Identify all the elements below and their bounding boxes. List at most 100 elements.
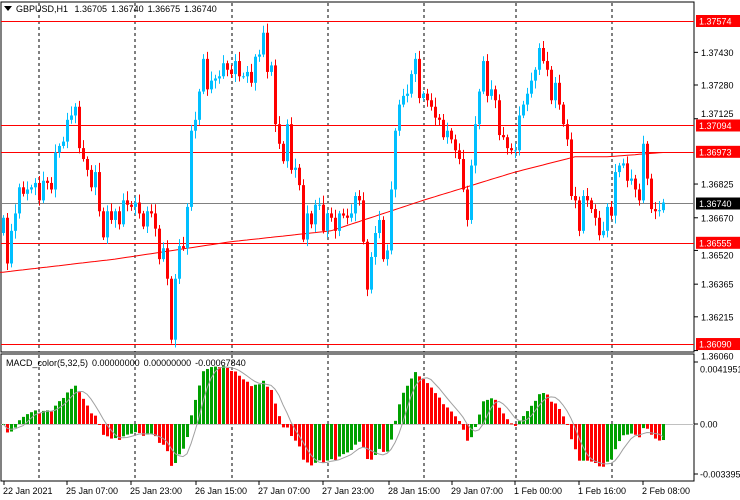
collapse-triangle-icon[interactable] (4, 6, 12, 11)
time-axis-label: 27 Jan 23:00 (322, 486, 374, 496)
macd-histogram-bar (510, 423, 513, 425)
macd-histogram-bar (338, 424, 341, 457)
candle-body (578, 200, 581, 231)
candle-body (34, 182, 37, 188)
candle-body (206, 58, 209, 90)
price-axis-label: 1.37430 (701, 48, 734, 58)
candle-body (14, 213, 17, 231)
time-axis-label: 29 Jan 07:00 (451, 486, 503, 496)
macd-histogram-bar (254, 384, 257, 424)
macd-histogram-bar (230, 370, 233, 424)
macd-histogram-bar (434, 393, 437, 424)
price-axis-label: 1.36825 (701, 180, 734, 190)
candle-body (510, 148, 513, 151)
candle-body (438, 117, 441, 120)
macd-histogram-bar (410, 378, 413, 424)
macd-histogram-bar (634, 424, 637, 435)
macd-histogram-bar (646, 424, 649, 429)
candle-body (258, 54, 261, 57)
macd-histogram-bar (130, 424, 133, 434)
candle-body (110, 211, 113, 220)
candle-body (418, 58, 421, 99)
macd-header: MACD_color(5,32,5) 0.00000000 0.00000000 -0… (6, 358, 250, 368)
candle-body (142, 213, 145, 227)
candle-body (138, 202, 141, 214)
macd-histogram-bar (490, 398, 493, 424)
macd-histogram-bar (522, 416, 525, 424)
macd-value-2: 0.00000000 (143, 358, 192, 368)
candle-body (530, 80, 533, 94)
macd-histogram-bar (294, 424, 297, 441)
macd-histogram-bar (390, 424, 393, 440)
candle-body (222, 63, 225, 77)
candle-body (630, 178, 633, 181)
level-price-label: 1.36555 (699, 238, 732, 248)
macd-histogram-bar (394, 420, 397, 424)
price-axis-label: 1.36060 (701, 352, 734, 362)
symbol-timeframe: GBPUSD,H1 (16, 4, 69, 14)
candle-body (634, 178, 637, 190)
macd-histogram-bar (42, 410, 45, 424)
candle-body (202, 58, 205, 92)
candle-body (354, 196, 357, 214)
level-price-tag (696, 119, 740, 132)
macd-histogram-bar (402, 392, 405, 424)
candle-body (414, 58, 417, 75)
candle-body (318, 204, 321, 206)
candle-body (214, 78, 217, 81)
candle-body (398, 104, 401, 131)
candle-body (334, 217, 337, 231)
macd-histogram-bar (214, 366, 217, 424)
macd-histogram-bar (70, 388, 73, 424)
macd-histogram-bar (150, 424, 153, 434)
macd-histogram-bar (94, 415, 97, 424)
macd-histogram-bar (134, 424, 137, 433)
level-price-tag (696, 236, 740, 249)
macd-histogram-bar (618, 424, 621, 442)
macd-histogram-bar (322, 424, 325, 463)
candle-body (58, 145, 61, 153)
macd-histogram-bar (590, 424, 593, 462)
candle-body (182, 246, 185, 249)
time-axis-label: 22 Jan 2021 (3, 486, 53, 496)
macd-histogram-bar (382, 424, 385, 452)
level-price-tag (696, 338, 740, 351)
candle-body (146, 211, 149, 227)
macd-histogram-bar (262, 380, 265, 424)
candle-body (614, 172, 617, 216)
macd-histogram-bar (662, 424, 665, 441)
candle-body (478, 91, 481, 125)
candle-body (562, 104, 565, 125)
macd-panel-frame (0, 353, 695, 482)
candle-body (242, 76, 245, 78)
macd-histogram-bar (554, 403, 557, 424)
candle-body (498, 100, 501, 136)
candle-body (218, 76, 221, 79)
candle-body (662, 202, 665, 211)
candle-body (54, 152, 57, 190)
candle-body (254, 56, 257, 83)
candle-body (534, 69, 537, 81)
macd-histogram-bar (286, 424, 289, 428)
macd-histogram-bar (458, 421, 461, 424)
candle-body (566, 124, 569, 140)
macd-histogram-bar (506, 419, 509, 424)
macd-histogram-bar (206, 368, 209, 424)
macd-axis-label: 0.0041951 (700, 365, 740, 375)
candle-body (606, 206, 609, 231)
time-axis-label: 2 Feb 08:00 (642, 486, 690, 496)
macd-histogram-bar (526, 411, 529, 424)
macd-histogram-bar (290, 424, 293, 436)
macd-histogram-bar (446, 407, 449, 424)
candle-body (654, 209, 657, 212)
candle-body (490, 89, 493, 96)
macd-histogram-bar (330, 424, 333, 460)
candle-body (482, 61, 485, 92)
candle-body (18, 187, 21, 214)
candle-body (162, 248, 165, 260)
macd-histogram-bar (138, 424, 141, 434)
macd-histogram-bar (174, 424, 177, 463)
macd-histogram-bar (238, 375, 241, 424)
macd-histogram-bar (106, 424, 109, 437)
